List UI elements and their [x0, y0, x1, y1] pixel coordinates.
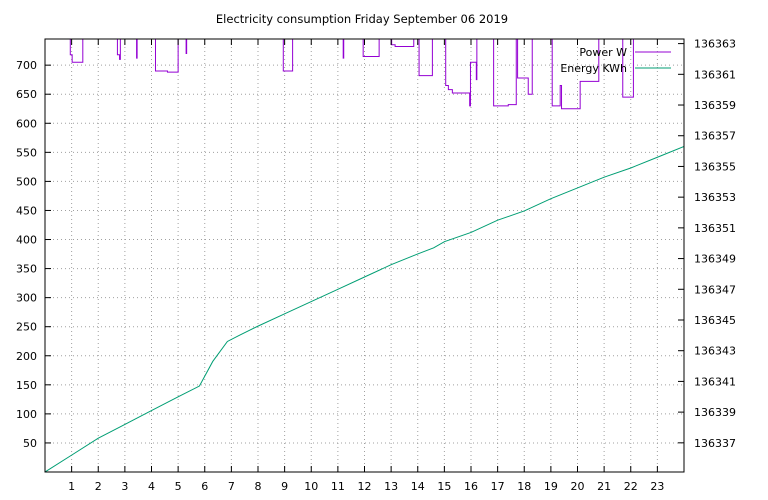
legend: Power W Energy KWh	[560, 46, 671, 75]
y-tick-label: 600	[16, 117, 37, 130]
grid	[45, 39, 684, 472]
x-tick-label: 1	[68, 480, 75, 493]
x-tick-label: 3	[121, 480, 128, 493]
x-tick-label: 18	[517, 480, 531, 493]
y2-tick-label: 136337	[694, 437, 736, 450]
x-tick-label: 10	[304, 480, 318, 493]
y2-tick-label: 136345	[694, 314, 736, 327]
legend-label: Energy KWh	[560, 62, 627, 75]
power-series-line	[69, 39, 658, 110]
x-tick-label: 19	[544, 480, 558, 493]
x-tick-label: 22	[624, 480, 638, 493]
ticks: 1 2 3 4 5 6 7 8 9 10 11 12 13 14 15 16 17 18 19 20 21 22 23501…	[16, 38, 736, 493]
x-tick-label: 14	[411, 480, 425, 493]
y-tick-label: 700	[16, 59, 37, 72]
y2-tick-label: 136363	[694, 38, 736, 51]
y-tick-label: 550	[16, 146, 37, 159]
legend-label: Power W	[579, 46, 627, 59]
x-tick-label: 20	[571, 480, 585, 493]
x-tick-label: 7	[228, 480, 235, 493]
y2-tick-label: 136349	[694, 253, 736, 266]
x-tick-label: 17	[491, 480, 505, 493]
y-tick-label: 50	[23, 437, 37, 450]
y-tick-label: 150	[16, 379, 37, 392]
y2-tick-label: 136359	[694, 99, 736, 112]
x-tick-label: 16	[464, 480, 478, 493]
y-tick-label: 200	[16, 350, 37, 363]
x-tick-label: 8	[255, 480, 262, 493]
y2-tick-label: 136357	[694, 130, 736, 143]
y-tick-label: 350	[16, 263, 37, 276]
y-tick-label: 500	[16, 175, 37, 188]
series-layer	[45, 39, 684, 472]
y2-tick-label: 136353	[694, 191, 736, 204]
y-tick-label: 250	[16, 321, 37, 334]
y2-tick-label: 136347	[694, 283, 736, 296]
x-tick-label: 2	[95, 480, 102, 493]
y-tick-label: 650	[16, 88, 37, 101]
x-tick-label: 12	[358, 480, 372, 493]
x-tick-label: 9	[281, 480, 288, 493]
x-tick-label: 23	[650, 480, 664, 493]
y-tick-label: 300	[16, 292, 37, 305]
y2-tick-label: 136341	[694, 375, 736, 388]
y2-tick-label: 136351	[694, 222, 736, 235]
x-tick-label: 11	[331, 480, 345, 493]
x-tick-label: 21	[597, 480, 611, 493]
chart-title: Electricity consumption Friday September…	[216, 12, 508, 26]
x-tick-label: 6	[201, 480, 208, 493]
x-tick-label: 13	[384, 480, 398, 493]
y-tick-label: 100	[16, 408, 37, 421]
y2-tick-label: 136339	[694, 406, 736, 419]
y2-tick-label: 136361	[694, 68, 736, 81]
y-tick-label: 450	[16, 204, 37, 217]
y-tick-label: 400	[16, 234, 37, 247]
x-tick-label: 4	[148, 480, 155, 493]
x-tick-label: 15	[437, 480, 451, 493]
y2-tick-label: 136355	[694, 160, 736, 173]
energy-series-line	[45, 146, 684, 472]
x-tick-label: 5	[175, 480, 182, 493]
y2-tick-label: 136343	[694, 345, 736, 358]
